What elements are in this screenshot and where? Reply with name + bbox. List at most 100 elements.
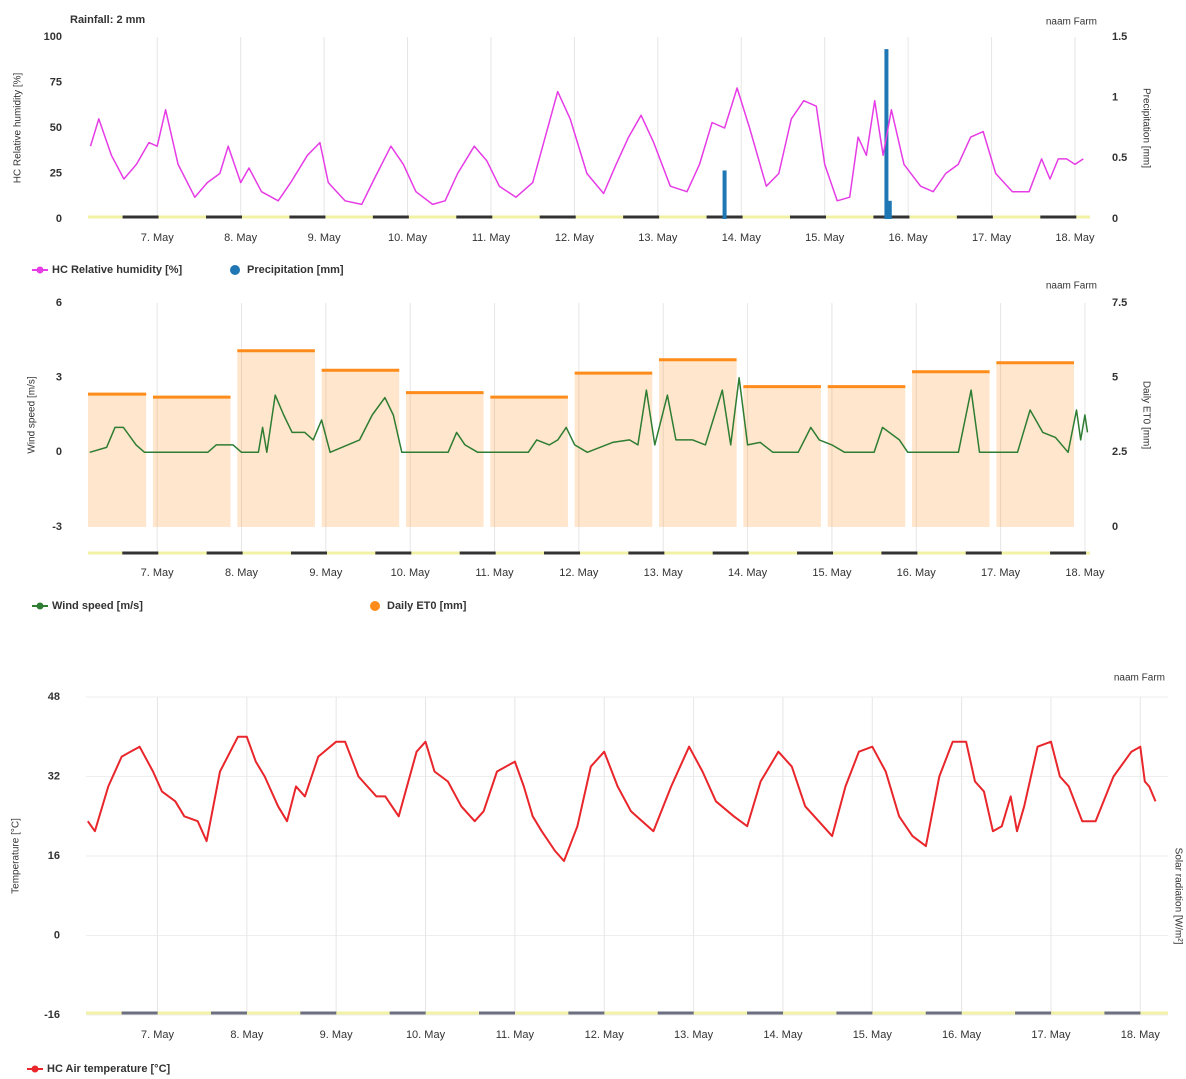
x-tick-label: 7. May [141,567,175,579]
x-tick-label: 16. May [889,232,929,244]
chart-panel: Rainfall: 2 mm naam Farm025507510000.511.… [13,14,1152,276]
y-tick-label: 0 [56,213,62,225]
x-tick-label: 14. May [763,1029,803,1041]
y-tick-label: 0 [54,929,60,941]
y-tick-label: 48 [48,691,60,703]
night-band [389,1011,426,1015]
et0-bar [743,386,821,527]
x-tick-label: 12. May [559,567,599,579]
x-tick-label: 12. May [555,232,595,244]
night-band [657,1011,694,1015]
y-tick-label: -3 [52,521,62,533]
night-band [289,215,326,219]
night-band [205,215,242,219]
et0-bar [490,397,568,527]
y-axis-title: Wind speed [m/s] [27,376,38,453]
night-band [712,551,749,555]
night-band [1040,215,1077,219]
night-band [1104,1011,1141,1015]
night-band [790,215,827,219]
night-band [628,551,665,555]
y2-tick-label: 1.5 [1112,31,1127,43]
x-tick-label: 11. May [472,232,511,244]
night-band [122,551,159,555]
night-band [881,551,918,555]
night-band [121,1011,158,1015]
y2-tick-label: 0.5 [1112,152,1127,164]
chart-panel: naam Farm -16 0 16 32 48 7. May 8. May 9. May 10.… [11,673,1184,1075]
et0-bar [912,371,990,527]
legend-label[interactable]: Wind speed [m/s] [52,600,143,612]
chart-panel: naam Farm -3 0 3 6 0 2.5 5 7.5 7. May 8. May 9. May… [27,281,1152,612]
y-tick-label: 25 [50,167,62,179]
x-tick-label: 15. May [805,232,845,244]
night-band [797,551,834,555]
night-band [122,215,159,219]
legend-label[interactable]: HC Relative humidity [%] [52,264,183,276]
annotation: Rainfall: 2 mm [70,14,145,26]
legend-marker [36,266,44,274]
x-tick-label: 10. May [388,232,428,244]
precip-bar [722,170,727,219]
legend-label[interactable]: HC Air temperature [°C] [47,1063,171,1075]
x-tick-label: 7. May [141,1029,175,1041]
x-tick-label: 9. May [308,232,342,244]
night-band [539,215,576,219]
et0-bar [574,373,653,527]
x-tick-label: 16. May [897,567,937,579]
data-line [89,87,1084,206]
legend-label[interactable]: Precipitation [mm] [247,264,344,276]
x-tick-label: 11. May [496,1029,535,1041]
legend-marker [230,265,240,275]
et0-bar [88,394,147,527]
y-tick-label: 75 [50,76,62,88]
legend-marker [36,602,44,610]
et0-bar [152,397,231,527]
night-band [623,215,660,219]
night-band [1050,551,1087,555]
night-band [372,215,409,219]
y-tick-label: 3 [56,372,62,384]
night-band [925,1011,962,1015]
night-band [206,551,243,555]
x-tick-label: 9. May [320,1029,354,1041]
y-tick-label: 100 [44,31,62,43]
x-tick-label: 13. May [638,232,678,244]
x-tick-label: 7. May [141,232,175,244]
x-tick-label: 15. May [853,1029,893,1041]
night-band [459,551,496,555]
x-tick-label: 11. May [475,567,514,579]
x-tick-label: 9. May [309,567,343,579]
y2-tick-label: 7.5 [1112,297,1127,309]
y2-axis-title: Daily ET0 [mm] [1140,381,1151,450]
et0-bar [321,370,400,527]
y-tick-label: -16 [44,1009,60,1021]
y-tick-label: 6 [56,297,62,309]
et0-bar [237,350,315,527]
x-tick-label: 8. May [224,232,258,244]
x-tick-label: 16. May [942,1029,982,1041]
x-tick-label: 10. May [406,1029,446,1041]
data-line [86,735,1157,862]
legend-label[interactable]: Daily ET0 [mm] [387,600,467,612]
x-tick-label: 14. May [728,567,768,579]
night-band [568,1011,605,1015]
x-tick-label: 14. May [722,232,762,244]
y-tick-label: 50 [50,122,62,134]
night-band [290,551,327,555]
night-band [965,551,1002,555]
y2-tick-label: 0 [1112,213,1118,225]
precip-bar [887,200,892,219]
night-band [210,1011,247,1015]
y-tick-label: 16 [48,850,60,862]
y2-tick-label: 1 [1112,92,1118,104]
night-band [456,215,493,219]
et0-bar [659,359,737,527]
legend-marker [31,1065,39,1073]
y2-axis-title: Solar radiation [W/m²] [1172,848,1183,945]
et0-bar [405,392,484,527]
x-tick-label: 8. May [225,567,259,579]
x-tick-label: 18. May [1065,567,1105,579]
night-band [1015,1011,1052,1015]
